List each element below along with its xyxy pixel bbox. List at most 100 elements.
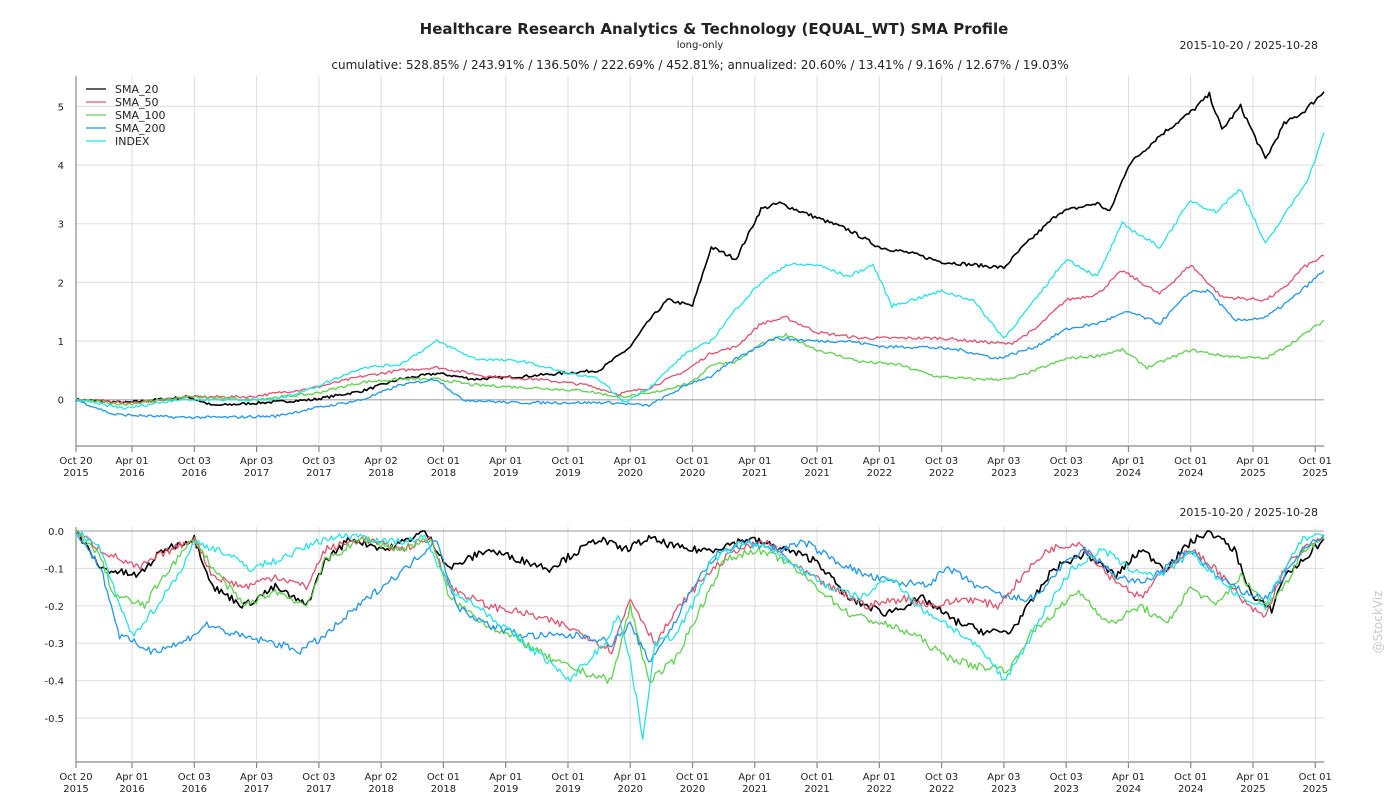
bottom-y-tick-label: 0.0 (48, 527, 64, 538)
top-x-tick-year: 2019 (493, 468, 518, 479)
bottom-x-tick-year: 2019 (493, 784, 518, 795)
top-x-tick-year: 2022 (867, 468, 892, 479)
bottom-x-tick-year: 2019 (555, 784, 580, 795)
chart-title: Healthcare Research Analytics & Technolo… (420, 20, 1009, 38)
bottom-x-tick-label: Apr 02 (365, 772, 398, 783)
top-y-tick-label: 4 (58, 161, 64, 172)
top-x-tick-label: Oct 01 (1299, 456, 1332, 467)
legend-label-index: INDEX (115, 135, 150, 148)
top-x-tick-year: 2016 (119, 468, 144, 479)
top-x-tick-label: Apr 01 (115, 456, 148, 467)
bottom-x-tick-label: Apr 01 (115, 772, 148, 783)
bottom-x-tick-label: Oct 01 (800, 772, 833, 783)
bottom-x-tick-year: 2015 (63, 784, 88, 795)
top-x-tick-year: 2017 (244, 468, 269, 479)
top-series-sma-50 (75, 254, 1325, 405)
bottom-x-tick-label: Oct 01 (676, 772, 709, 783)
top-x-tick-label: Apr 03 (240, 456, 273, 467)
top-x-tick-label: Oct 01 (551, 456, 584, 467)
top-x-tick-year: 2015 (63, 468, 88, 479)
top-x-tick-label: Apr 01 (614, 456, 647, 467)
top-x-tick-label: Oct 03 (1050, 456, 1083, 467)
top-x-tick-year: 2017 (306, 468, 331, 479)
bottom-x-tick-label: Apr 01 (1112, 772, 1145, 783)
top-x-tick-label: Oct 03 (302, 456, 335, 467)
top-grid (75, 76, 1324, 444)
bottom-x-tick-year: 2016 (182, 784, 207, 795)
top-x-tick-label: Oct 01 (676, 456, 709, 467)
bottom-x-tick-label: Oct 03 (925, 772, 958, 783)
top-x-tick-label: Apr 03 (987, 456, 1020, 467)
bottom-x-tick-year: 2025 (1240, 784, 1265, 795)
top-y-tick-label: 0 (58, 396, 64, 407)
bottom-x-tick-label: Oct 01 (1299, 772, 1332, 783)
top-x-tick-year: 2023 (991, 468, 1016, 479)
bottom-x-tick-year: 2023 (991, 784, 1016, 795)
top-x-tick-label: Oct 03 (925, 456, 958, 467)
bottom-x-tick-label: Oct 01 (427, 772, 460, 783)
bottom-x-tick-label: Oct 03 (302, 772, 335, 783)
bottom-x-tick-label: Apr 01 (738, 772, 771, 783)
top-x-tick-year: 2024 (1178, 468, 1203, 479)
top-x-tick-label: Oct 03 (178, 456, 211, 467)
top-series-sma-200 (75, 270, 1325, 420)
top-x-tick-year: 2019 (555, 468, 580, 479)
bottom-x-tick-year: 2020 (618, 784, 643, 795)
bottom-x-tick-year: 2016 (119, 784, 144, 795)
top-x-tick-year: 2025 (1240, 468, 1265, 479)
top-y-tick-label: 5 (58, 102, 64, 113)
top-x-tick-label: Apr 02 (365, 456, 398, 467)
bottom-series-sma-50 (76, 530, 1325, 655)
top-series-index (75, 132, 1325, 410)
top-x-tick-year: 2024 (1116, 468, 1141, 479)
bottom-x-tick-label: Apr 01 (1236, 772, 1269, 783)
top-x-tick-year: 2023 (1053, 468, 1078, 479)
bottom-y-tick-label: -0.1 (44, 564, 64, 575)
bottom-x-tick-year: 2025 (1303, 784, 1328, 795)
top-y-tick-label: 2 (58, 278, 64, 289)
bottom-x-tick-year: 2024 (1116, 784, 1141, 795)
date-range-top: 2015-10-20 / 2025-10-28 (1179, 39, 1318, 52)
top-x-tick-label: Oct 01 (800, 456, 833, 467)
top-x-tick-year: 2022 (929, 468, 954, 479)
top-series-sma-100 (75, 319, 1325, 406)
bottom-y-tick-label: -0.3 (44, 639, 64, 650)
legend-label-sma-100: SMA_100 (115, 109, 166, 122)
top-x-tick-year: 2020 (618, 468, 643, 479)
bottom-x-tick-year: 2022 (929, 784, 954, 795)
watermark: @StockViz (1371, 591, 1385, 654)
bottom-series-index (75, 530, 1325, 740)
top-x-tick-label: Apr 01 (738, 456, 771, 467)
top-x-tick-year: 2016 (182, 468, 207, 479)
top-x-tick-label: Apr 01 (1112, 456, 1145, 467)
bottom-x-tick-year: 2017 (244, 784, 269, 795)
bottom-x-tick-year: 2021 (742, 784, 767, 795)
bottom-series-sma-20 (75, 530, 1325, 636)
bottom-x-tick-label: Oct 03 (1050, 772, 1083, 783)
top-x-tick-label: Oct 01 (427, 456, 460, 467)
bottom-series-lines (75, 530, 1325, 740)
bottom-series-sma-200 (75, 530, 1325, 663)
top-x-tick-label: Oct 20 (59, 456, 92, 467)
date-range-bottom: 2015-10-20 / 2025-10-28 (1179, 506, 1318, 519)
bottom-x-tick-year: 2021 (804, 784, 829, 795)
bottom-x-tick-year: 2018 (368, 784, 393, 795)
bottom-x-tick-label: Oct 01 (1174, 772, 1207, 783)
top-series-sma-20 (75, 91, 1325, 406)
bottom-x-tick-label: Apr 01 (489, 772, 522, 783)
top-x-tick-label: Apr 01 (863, 456, 896, 467)
bottom-x-tick-label: Apr 01 (614, 772, 647, 783)
bottom-x-tick-label: Oct 01 (551, 772, 584, 783)
bottom-x-tick-label: Oct 20 (59, 772, 92, 783)
bottom-x-tick-label: Oct 03 (178, 772, 211, 783)
top-x-tick-year: 2021 (804, 468, 829, 479)
bottom-x-tick-year: 2017 (306, 784, 331, 795)
bottom-x-tick-year: 2020 (680, 784, 705, 795)
bottom-x-tick-label: Apr 03 (987, 772, 1020, 783)
bottom-x-tick-label: Apr 01 (863, 772, 896, 783)
